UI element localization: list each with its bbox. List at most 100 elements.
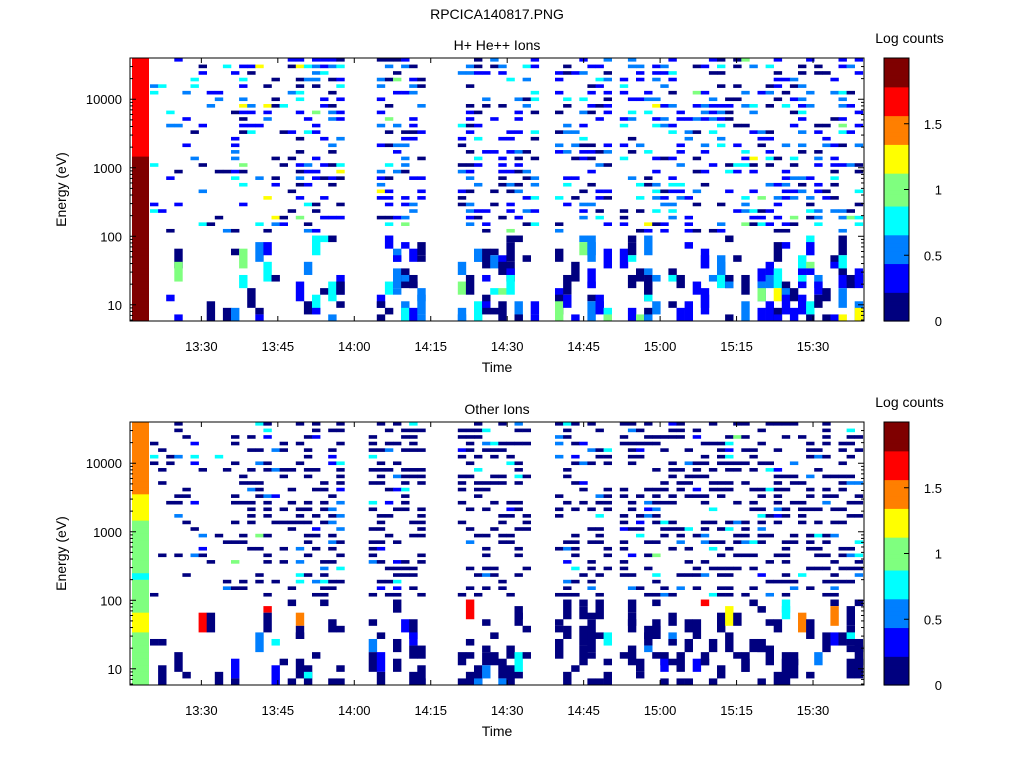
heatmap-cell: [336, 136, 345, 141]
profile-cell: [132, 248, 149, 256]
colorbar-tick-label: 0.5: [924, 612, 942, 627]
heatmap-cell: [376, 520, 386, 525]
heatmap-cell: [506, 77, 515, 82]
heatmap-cell: [295, 658, 305, 679]
heatmap-cell: [757, 130, 766, 134]
heatmap-cell: [474, 487, 483, 492]
heatmap-cell: [725, 520, 734, 525]
heatmap-cell: [814, 454, 823, 459]
heatmap-cell: [465, 150, 475, 154]
heatmap-cell: [660, 189, 669, 194]
colorbar-swatch: [884, 275, 909, 281]
profile-cell: [132, 448, 149, 456]
heatmap-cell: [603, 632, 612, 646]
heatmap-cell: [595, 77, 604, 82]
heatmap-cell: [806, 454, 815, 459]
colorbar-swatch: [884, 520, 909, 526]
heatmap-cell: [854, 494, 864, 498]
heatmap-cell: [368, 592, 378, 597]
heatmap-cell: [393, 169, 402, 174]
heatmap-cell: [587, 632, 596, 653]
heatmap-cell: [336, 487, 345, 492]
heatmap-cell: [579, 481, 588, 485]
heatmap-cell: [174, 248, 183, 269]
heatmap-cell: [789, 500, 799, 505]
heatmap-cell: [312, 652, 321, 659]
heatmap-cell: [741, 527, 750, 531]
heatmap-cell: [490, 202, 499, 207]
heatmap-cell: [409, 64, 418, 69]
heatmap-cell: [287, 500, 297, 505]
colorbar-swatch: [884, 553, 909, 559]
heatmap-cell: [393, 487, 402, 492]
heatmap-cell: [190, 84, 199, 88]
heatmap-cell: [303, 117, 313, 121]
heatmap-cell: [474, 255, 483, 262]
heatmap-cell: [636, 182, 645, 187]
colorbar-swatch: [884, 475, 909, 481]
heatmap-cell: [474, 110, 483, 115]
heatmap-cell: [376, 58, 386, 62]
heatmap-cell: [465, 202, 475, 207]
heatmap-cell: [417, 176, 426, 180]
heatmap-cell: [717, 117, 726, 121]
heatmap-cell: [320, 288, 329, 295]
colorbar-swatch: [884, 528, 909, 534]
heatmap-cell: [814, 533, 823, 538]
heatmap-cell: [465, 222, 475, 226]
heatmap-cell: [660, 592, 669, 597]
heatmap-cell: [336, 281, 345, 295]
profile-cell: [132, 658, 149, 666]
heatmap-cell: [587, 678, 596, 685]
heatmap-cell: [789, 84, 799, 88]
profile-cell: [132, 461, 149, 469]
colorbar-swatch: [884, 304, 909, 310]
heatmap-cell: [482, 665, 491, 679]
heatmap-cell: [741, 90, 750, 95]
heatmap-cell: [692, 435, 702, 439]
heatmap-cell: [328, 546, 337, 551]
heatmap-cell: [725, 169, 734, 174]
heatmap-cell: [765, 514, 774, 518]
heatmap-cell: [490, 474, 499, 479]
colorbar-swatch: [884, 156, 909, 162]
heatmap-cell: [708, 163, 718, 167]
heatmap-cell: [417, 553, 426, 558]
heatmap-cell: [474, 573, 483, 577]
profile-cell: [132, 261, 149, 269]
heatmap-cell: [692, 494, 702, 498]
heatmap-cell: [384, 533, 394, 538]
heatmap-cell: [603, 658, 612, 666]
heatmap-cell: [838, 143, 847, 148]
heatmap-cell: [789, 176, 799, 180]
heatmap-cell: [563, 123, 572, 128]
heatmap-cell: [231, 307, 240, 321]
heatmap-cell: [603, 461, 612, 466]
heatmap-cell: [587, 143, 596, 148]
heatmap-cell: [798, 268, 807, 282]
heatmap-cell: [814, 209, 823, 213]
heatmap-cell: [482, 573, 491, 577]
heatmap-cell: [312, 156, 321, 161]
colorbar-swatch: [884, 70, 909, 76]
heatmap-cell: [733, 163, 742, 167]
heatmap-cells: [132, 58, 864, 321]
heatmap-cell: [417, 130, 426, 134]
heatmap-cell: [465, 130, 475, 134]
colorbar-swatch: [884, 160, 909, 166]
heatmap-cell: [336, 481, 345, 485]
heatmap-cell: [409, 468, 418, 472]
heatmap-cell: [692, 189, 702, 194]
heatmap-cell: [409, 117, 418, 121]
heatmap-cell: [814, 281, 823, 295]
heatmap-cell: [644, 182, 653, 187]
heatmap-cell: [619, 652, 629, 659]
heatmap-cell: [150, 592, 159, 597]
heatmap-cell: [303, 573, 313, 577]
colorbar-swatch: [884, 500, 909, 505]
heatmap-cell: [814, 294, 823, 308]
heatmap-cell: [854, 202, 864, 207]
heatmap-cell: [644, 422, 653, 426]
heatmap-cell: [263, 104, 272, 108]
heatmap-cell: [530, 301, 540, 315]
